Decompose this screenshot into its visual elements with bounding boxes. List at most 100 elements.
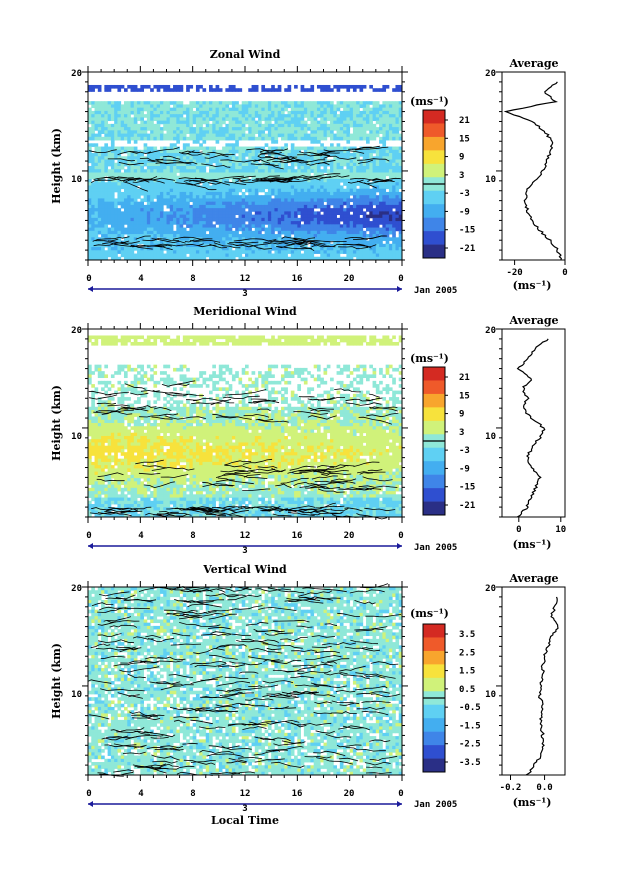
heatmap-cell [258,136,262,141]
heatmap-cell [388,182,393,186]
heatmap-cell [297,208,301,212]
heatmap-cell [290,201,295,206]
heatmap-cell [392,195,396,199]
heatmap-cell [120,211,125,216]
heatmap-cell [117,217,122,222]
heatmap-cell [215,191,220,196]
heatmap-cell [346,185,351,190]
heatmap-cell [159,114,164,118]
heatmap-cell [264,191,269,196]
heatmap-cell [398,169,403,173]
heatmap-cell [143,127,148,131]
heatmap-cell [169,227,174,232]
heatmap-cell [189,104,194,109]
heatmap-cell [398,250,403,254]
heatmap-cell [343,123,347,128]
heatmap-cell [104,338,109,343]
heatmap-cell [254,175,259,180]
heatmap-cell [117,221,122,225]
colorbar-swatch [423,244,445,259]
contour-line [236,175,256,180]
heatmap-cell [287,120,292,125]
heatmap-cell [123,117,128,122]
heatmap-cell [127,234,131,238]
heatmap-cell [372,166,377,170]
heatmap-cell [294,185,298,190]
heatmap-cell [176,253,180,258]
heatmap-cell [372,107,377,112]
heatmap-cell [395,201,400,206]
heatmap-cell [245,178,249,183]
heatmap-cell [359,182,364,186]
heatmap-cell [107,214,112,219]
heatmap-cell [300,335,305,340]
contour-line [323,155,357,160]
heatmap-cell [179,88,184,92]
heatmap-cell [274,146,279,151]
heatmap-cell [173,208,177,212]
heatmap-cell [395,153,400,157]
heatmap-cell [392,198,396,203]
heatmap-cell [280,130,285,134]
heatmap-cell [228,172,233,177]
heatmap-cell [101,195,105,199]
heatmap-cell [189,101,194,105]
heatmap-cell [388,127,393,131]
heatmap-cell [323,204,328,209]
heatmap-cell [346,240,351,245]
heatmap-cell [235,185,239,190]
heatmap-cell [264,166,269,170]
zonal-profile-xlabel: (ms⁻¹) [513,279,552,292]
heatmap-cell [163,120,167,125]
heatmap-cell [110,341,115,346]
heatmap-cell [375,227,380,232]
heatmap-cell [146,185,151,190]
heatmap-cell [359,133,364,138]
heatmap-cell [271,208,275,212]
heatmap-cell [114,214,118,219]
heatmap-cell [146,114,151,118]
heatmap-cell [91,234,95,238]
heatmap-cell [97,240,102,245]
heatmap-cell [186,166,190,170]
heatmap-cell [294,198,298,203]
heatmap-cell [303,172,308,177]
heatmap-cell [287,256,292,261]
heatmap-cell [369,250,373,254]
heatmap-cell [212,172,216,177]
heatmap-cell [156,256,161,261]
heatmap-cell [280,107,285,112]
heatmap-cell [385,227,390,232]
heatmap-cell [261,166,266,170]
heatmap-cell [388,256,393,261]
heatmap-cell [375,130,380,134]
heatmap-cell [182,172,187,177]
heatmap-cell [88,101,92,105]
heatmap-cell [287,338,292,343]
heatmap-cell [94,182,99,186]
heatmap-cell [287,250,292,254]
heatmap-cell [323,256,328,261]
heatmap-cell [107,123,112,128]
heatmap-cell [379,104,383,109]
heatmap-cell [205,217,210,222]
heatmap-cell [352,120,357,125]
heatmap-cell [398,201,403,206]
heatmap-cell [241,227,246,232]
heatmap-cell [251,88,256,92]
heatmap-cell [205,338,210,343]
heatmap-cell [159,253,164,258]
heatmap-cell [104,166,109,170]
heatmap-cell [130,217,135,222]
heatmap-cell [280,204,285,209]
heatmap-cell [294,191,298,196]
heatmap-cell [120,156,125,160]
heatmap-cell [346,201,351,206]
heatmap-cell [362,188,367,193]
heatmap-cell [110,146,115,151]
heatmap-cell [398,335,403,340]
heatmap-cell [300,198,305,203]
heatmap-cell [91,166,95,170]
heatmap-cell [120,247,125,251]
heatmap-cell [231,338,236,343]
